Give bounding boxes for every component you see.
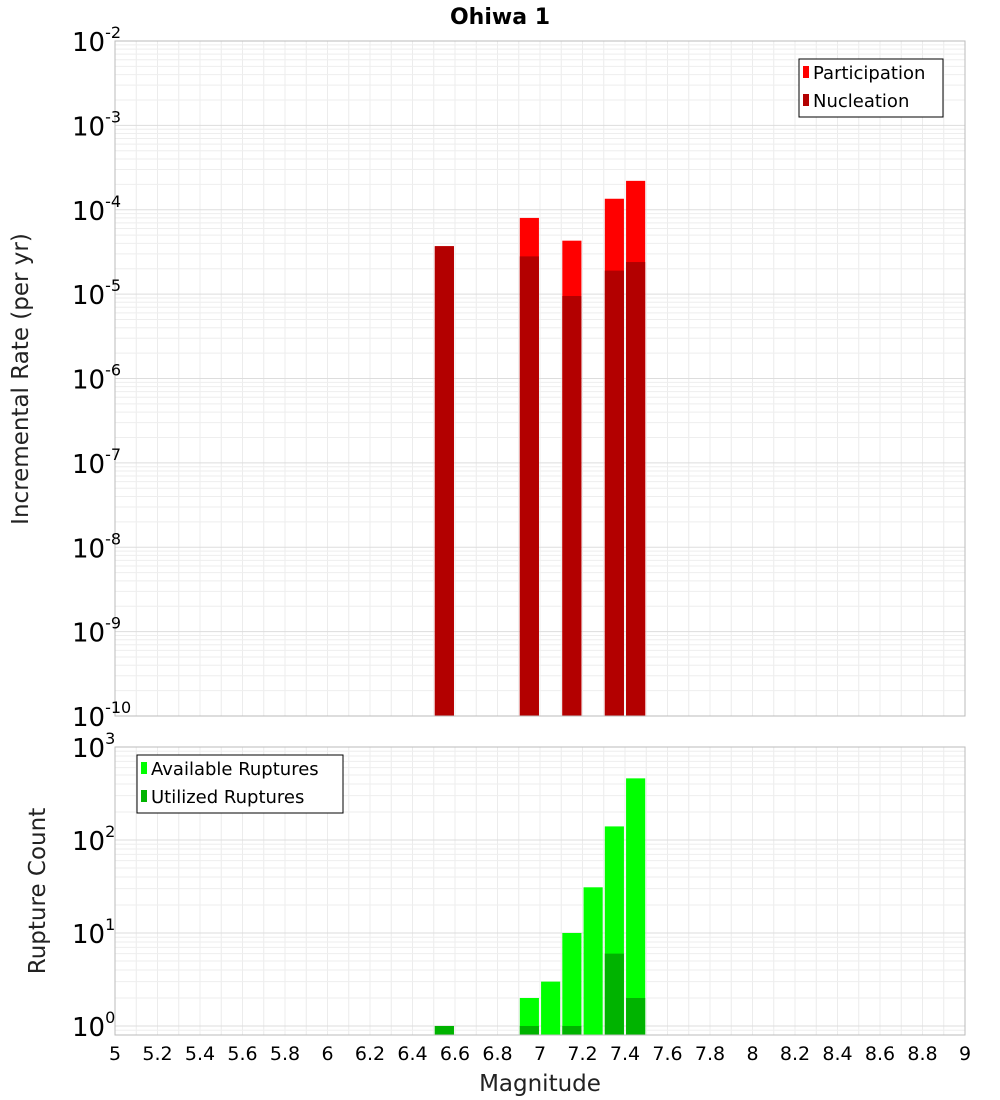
x-tick-label: 7.8 [695, 1043, 725, 1065]
y-tick-label: 101 [72, 915, 115, 950]
legend-label: Participation [813, 63, 925, 84]
bar-available-ruptures [626, 778, 646, 1035]
count-panel: 100 101 102 103 Available Ruptures Utilized R… [72, 729, 966, 1043]
legend-swatch [141, 790, 147, 802]
bar-utilized-ruptures [562, 1025, 582, 1035]
x-tick-label: 6.2 [355, 1043, 385, 1065]
chart-title: Ohiwa 1 [450, 5, 550, 30]
x-tick-label: 5.6 [227, 1043, 257, 1065]
x-axis-ticks: 5 5.2 5.4 5.6 5.8 6 6.2 6.4 6.6 6.8 7 7.2 7.4 7.6 7.8 8… [109, 1043, 971, 1065]
legend-box [136, 754, 344, 814]
y-tick-label: 102 [72, 822, 115, 857]
legend-swatch [141, 762, 147, 774]
y-tick-label: 10-10 [72, 698, 131, 733]
x-tick-label: 7.4 [610, 1043, 640, 1065]
x-tick-label: 7.6 [652, 1043, 682, 1065]
x-tick-label: 6.6 [440, 1043, 470, 1065]
legend-label: Utilized Ruptures [151, 787, 304, 808]
x-tick-label: 5.8 [270, 1043, 300, 1065]
x-tick-label: 5.2 [142, 1043, 172, 1065]
y-tick-label: 10-6 [72, 361, 121, 396]
y-tick-label: 10-7 [72, 445, 121, 480]
bar-utilized-ruptures [434, 1025, 454, 1035]
bar-nucleation [519, 256, 539, 716]
x-tick-label: 7 [534, 1043, 546, 1065]
bar-utilized-ruptures [604, 953, 624, 1035]
bar-nucleation [562, 296, 582, 716]
bar-available-ruptures [519, 997, 539, 1035]
plot-border [114, 40, 966, 717]
legend-box [798, 58, 944, 118]
x-tick-label: 6.8 [482, 1043, 512, 1065]
y-tick-label: 10-3 [72, 107, 121, 142]
plot-border [114, 746, 966, 1036]
bar-nucleation [434, 246, 454, 716]
x-tick-label: 9 [959, 1043, 971, 1065]
rate-panel: 10-10 10-9 10-8 10-7 10-6 10-5 10-4 10-3 10-2 Par… [72, 23, 966, 733]
x-tick-label: 6 [321, 1043, 333, 1065]
x-tick-label: 8.6 [865, 1043, 895, 1065]
legend-label: Nucleation [813, 91, 909, 112]
y-tick-label: 10-4 [72, 192, 121, 227]
bar-utilized-ruptures [519, 1025, 539, 1035]
bar-available-ruptures [541, 981, 561, 1035]
legend-swatch [803, 94, 809, 106]
y-tick-label: 10-8 [72, 529, 121, 564]
y-axis-label-count: Rupture Count [25, 808, 51, 974]
x-axis-label: Magnitude [479, 1071, 601, 1097]
legend-label: Available Ruptures [151, 759, 319, 780]
bar-utilized-ruptures [626, 997, 646, 1035]
x-tick-label: 6.4 [397, 1043, 427, 1065]
y-tick-label: 10-9 [72, 614, 121, 649]
y-axis-label-rate: Incremental Rate (per yr) [8, 233, 34, 525]
y-tick-label: 103 [72, 729, 115, 764]
x-tick-label: 8.8 [907, 1043, 937, 1065]
x-tick-label: 8 [746, 1043, 758, 1065]
x-tick-label: 7.2 [567, 1043, 597, 1065]
x-tick-label: 5 [109, 1043, 121, 1065]
y-tick-label: 100 [72, 1008, 115, 1043]
bar-nucleation [604, 270, 624, 716]
x-tick-label: 8.4 [822, 1043, 852, 1065]
bar-available-ruptures [583, 887, 603, 1035]
y-tick-label: 10-2 [72, 23, 121, 58]
x-tick-label: 5.4 [185, 1043, 215, 1065]
x-tick-label: 8.2 [780, 1043, 810, 1065]
y-tick-label: 10-5 [72, 276, 121, 311]
bar-nucleation [626, 262, 646, 716]
legend-swatch [803, 66, 809, 78]
bar-available-ruptures [562, 932, 582, 1035]
